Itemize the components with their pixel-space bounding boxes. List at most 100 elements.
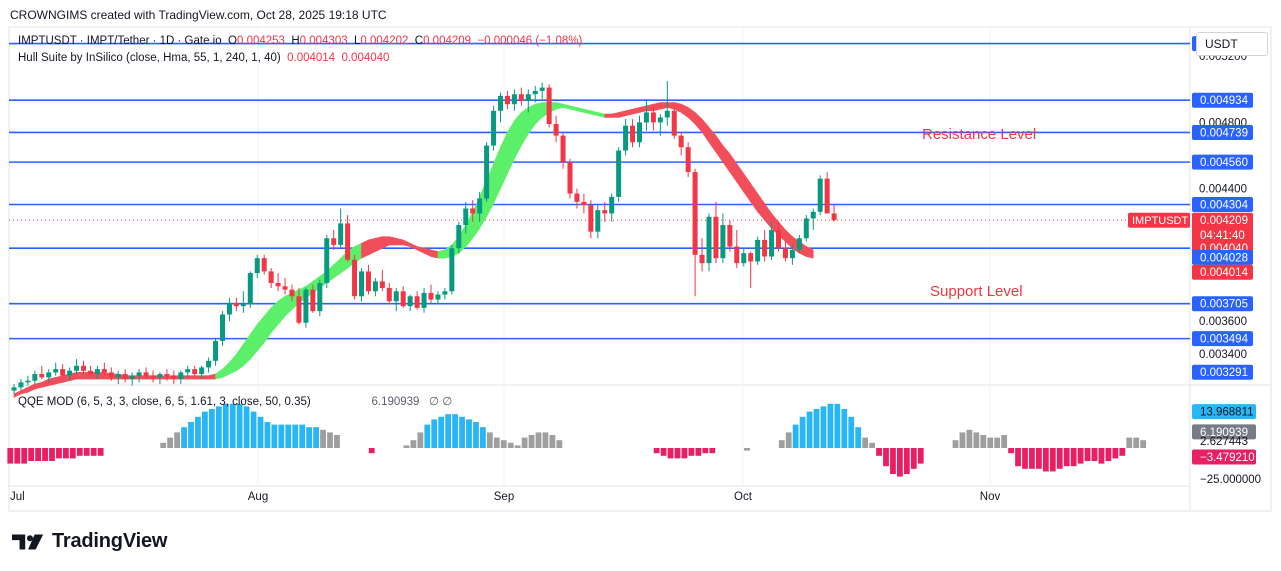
qqe-bar (507, 442, 514, 448)
candle (491, 105, 497, 151)
qqe-bar (1098, 448, 1105, 464)
candle-body (150, 375, 156, 378)
candle (581, 193, 587, 214)
qqe-bar (486, 432, 493, 448)
candle-body (713, 216, 719, 259)
candle-body (379, 281, 385, 288)
hull-band-segment (653, 102, 661, 112)
qqe-axis-label-bg (1192, 449, 1256, 465)
price-axis-label: 0.004014 (1192, 264, 1253, 280)
qqe-axis-label-text: 13.968811 (1200, 407, 1254, 419)
candle-body (345, 223, 351, 260)
candle (18, 379, 24, 391)
candle (664, 80, 670, 126)
hull-band-segment (493, 147, 501, 204)
currency-selector[interactable]: USDT (1196, 32, 1268, 56)
qqe-bar (820, 406, 827, 448)
candle (637, 115, 642, 148)
qqe-bar (1119, 448, 1126, 456)
qqe-indicator-name: QQE MOD (6, 5, 3, 3, close, 6, 5, 1.61, … (18, 396, 311, 408)
candle-body (789, 249, 795, 259)
qqe-bar (278, 424, 285, 448)
candle-body (275, 282, 281, 287)
candle (609, 193, 615, 222)
close-label: C (414, 35, 424, 47)
candle (546, 84, 552, 128)
candle (331, 230, 337, 250)
hull-band-segment (625, 108, 633, 117)
qqe-bar (243, 406, 250, 448)
candle-body (317, 282, 323, 312)
candle (518, 87, 524, 106)
qqe-bar (1022, 448, 1028, 469)
candle-body (463, 208, 469, 226)
price-axis-label-bg (1192, 197, 1253, 213)
candle (449, 244, 455, 295)
candle-body (796, 238, 802, 250)
qqe-bar (702, 448, 709, 454)
hull-band-segment (138, 375, 147, 380)
candle-body (407, 296, 413, 307)
qqe-bar (883, 448, 889, 467)
qqe-value: 6.190939 (371, 396, 420, 408)
candle-body (247, 273, 253, 305)
qqe-bar (97, 448, 104, 456)
qqe-bar (215, 406, 222, 448)
candle (240, 291, 246, 313)
candle-body (678, 135, 684, 148)
qqe-bar (890, 448, 896, 474)
qqe-bar (917, 448, 924, 464)
candle (713, 201, 719, 264)
hull-legend[interactable]: Hull Suite by InSilico (close, Hma, 55, … (18, 52, 389, 64)
candle-body (567, 162, 573, 194)
qqe-bar (7, 448, 14, 464)
qqe-bar (688, 448, 695, 456)
candle-body (491, 110, 497, 146)
candle-body (539, 87, 545, 91)
candle (685, 142, 691, 178)
qqe-bar (222, 403, 229, 448)
high-value: 0.004303 (299, 35, 348, 47)
hull-band-segment (743, 172, 751, 203)
qqe-bar (493, 437, 500, 448)
candle-body (477, 198, 483, 214)
candle (776, 221, 781, 252)
qqe-bar (855, 427, 862, 448)
hull-band-segment (528, 103, 536, 135)
qqe-bar (459, 416, 465, 448)
qqe-bar (674, 448, 681, 459)
low-label: L (354, 35, 361, 47)
candle-body (233, 302, 239, 307)
qqe-bar (1029, 448, 1035, 469)
qqe-bar (792, 424, 799, 448)
candle-body (192, 369, 198, 375)
candle (129, 372, 135, 386)
hull-band-segment (20, 386, 29, 395)
candle (810, 208, 816, 231)
candle (171, 370, 177, 384)
qqe-bar (188, 422, 194, 448)
hull-band-segment (555, 102, 564, 110)
candle (400, 286, 406, 308)
qqe-axis-label-text: 6.190939 (1200, 427, 1248, 439)
candle-body (39, 374, 45, 378)
qqe-bar (403, 445, 410, 448)
qqe-bar (1036, 448, 1042, 469)
qqe-legend[interactable]: QQE MOD (6, 5, 3, 3, close, 6, 5, 1.61, … (18, 394, 452, 408)
qqe-bar (1042, 448, 1049, 472)
candle-body (553, 124, 559, 136)
candle (421, 287, 427, 313)
candle (87, 365, 93, 378)
hull-band-segment (395, 237, 404, 246)
qqe-bar (813, 409, 820, 448)
price-axis-label: 0.004560 (1192, 154, 1253, 170)
candle (428, 284, 434, 303)
price-axis-label-bg (1192, 249, 1253, 265)
price-axis-label-bg (1192, 92, 1253, 108)
candle (164, 369, 170, 381)
hull-band-segment (514, 111, 522, 159)
qqe-bar (466, 419, 472, 448)
candle (94, 365, 100, 380)
candle-body (108, 372, 114, 378)
